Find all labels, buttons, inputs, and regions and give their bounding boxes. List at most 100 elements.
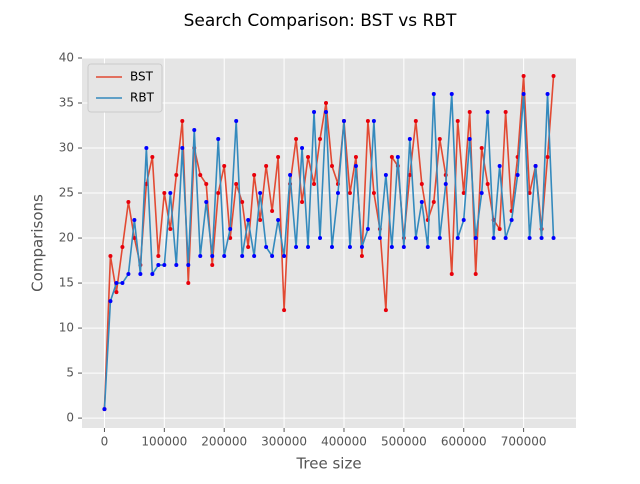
point: [455, 119, 460, 124]
point: [162, 191, 167, 196]
point: [324, 101, 329, 106]
point: [186, 263, 191, 268]
point: [359, 254, 364, 259]
point: [174, 173, 179, 178]
point: [329, 164, 334, 169]
point: [294, 137, 299, 142]
point: [270, 209, 275, 214]
point: [180, 146, 185, 151]
point: [174, 263, 179, 268]
point: [156, 263, 161, 268]
point: [335, 191, 340, 196]
y-axis-label: Comparisons: [29, 194, 47, 292]
point: [282, 254, 287, 259]
point: [252, 173, 257, 178]
point: [150, 272, 155, 277]
point: [437, 236, 442, 241]
point: [473, 236, 478, 241]
point: [419, 200, 424, 205]
point: [527, 236, 532, 241]
point: [551, 236, 556, 241]
x-tick-label: 300000: [261, 435, 307, 449]
point: [126, 272, 131, 277]
point: [264, 245, 269, 250]
point: [467, 137, 472, 142]
point: [431, 200, 436, 205]
point: [485, 110, 490, 115]
point: [294, 245, 299, 250]
point: [353, 155, 358, 160]
point: [222, 164, 227, 169]
point: [186, 281, 191, 286]
point: [222, 254, 227, 259]
point: [329, 245, 334, 250]
point: [114, 290, 119, 295]
legend-label: BST: [130, 70, 154, 84]
point: [389, 155, 394, 160]
point: [533, 164, 538, 169]
point: [114, 281, 119, 286]
chart-title: Search Comparison: BST vs RBT: [184, 11, 457, 31]
point: [204, 182, 209, 187]
point: [306, 245, 311, 250]
point: [455, 236, 460, 241]
x-axis-label: Tree size: [295, 455, 361, 473]
point: [132, 236, 137, 241]
point: [168, 191, 173, 196]
point: [258, 191, 263, 196]
point: [371, 191, 376, 196]
point: [347, 191, 352, 196]
point: [497, 227, 502, 232]
point: [473, 272, 478, 277]
point: [276, 218, 281, 223]
point: [545, 92, 550, 97]
point: [318, 137, 323, 142]
point: [383, 173, 388, 178]
point: [108, 254, 113, 259]
y-tick-label: 35: [59, 96, 74, 110]
point: [419, 182, 424, 187]
point: [246, 245, 251, 250]
point: [521, 74, 526, 79]
point: [276, 155, 281, 160]
point: [383, 308, 388, 313]
y-tick-label: 25: [59, 186, 74, 200]
point: [210, 263, 215, 268]
point: [198, 173, 203, 178]
point: [132, 218, 137, 223]
point: [264, 164, 269, 169]
point: [144, 146, 149, 151]
point: [461, 191, 466, 196]
point: [413, 119, 418, 124]
point: [102, 407, 107, 412]
point: [479, 191, 484, 196]
point: [192, 128, 197, 133]
point: [395, 155, 400, 160]
point: [300, 200, 305, 205]
legend-label: RBT: [130, 91, 155, 105]
x-tick-label: 600000: [441, 435, 487, 449]
x-tick-label: 500000: [381, 435, 427, 449]
point: [509, 218, 514, 223]
point: [377, 236, 382, 241]
point: [228, 227, 233, 232]
point: [306, 155, 311, 160]
point: [198, 254, 203, 259]
point: [359, 245, 364, 250]
point: [120, 245, 125, 250]
point: [246, 218, 251, 223]
legend-box: [87, 63, 163, 113]
y-tick-label: 40: [59, 51, 74, 65]
point: [120, 281, 125, 286]
point: [461, 218, 466, 223]
point: [312, 182, 317, 187]
point: [365, 119, 370, 124]
point: [527, 191, 532, 196]
x-tick-label: 0: [101, 435, 109, 449]
point: [150, 155, 155, 160]
point: [551, 74, 556, 79]
plot-area: [82, 58, 576, 428]
point: [312, 110, 317, 115]
y-tick-label: 15: [59, 276, 74, 290]
